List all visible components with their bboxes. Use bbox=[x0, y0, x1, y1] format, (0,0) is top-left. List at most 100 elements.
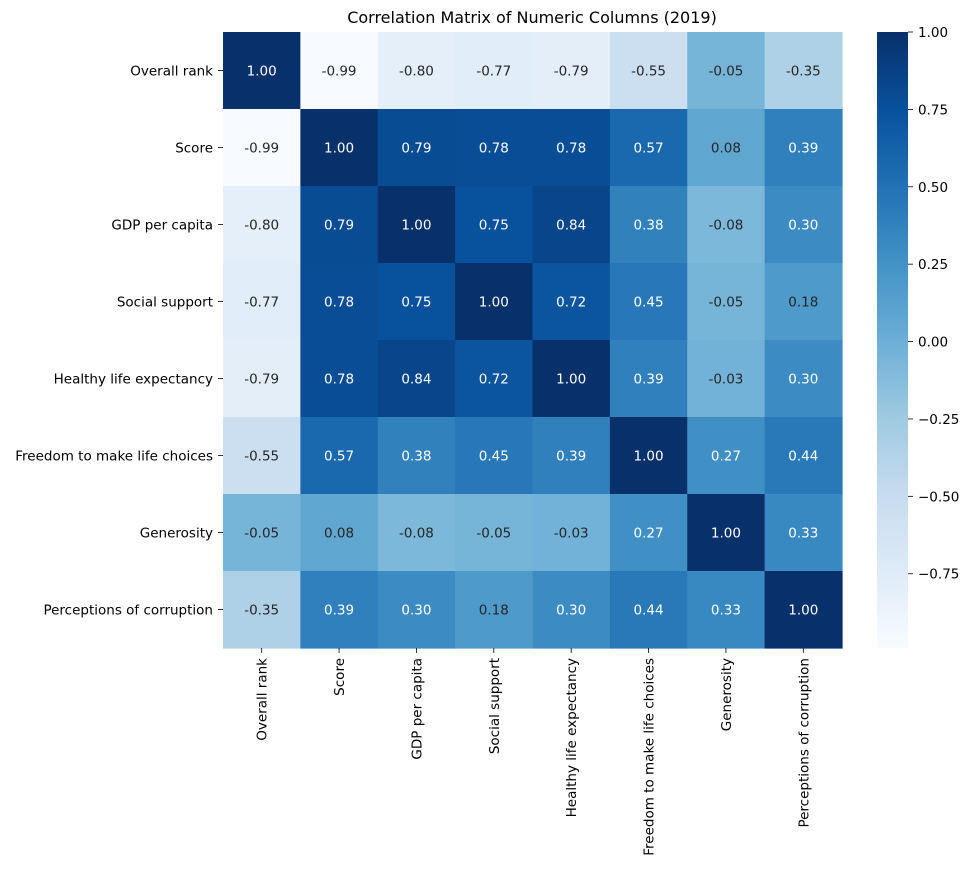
heatmap-cell bbox=[300, 263, 379, 341]
cell-value-label: 0.79 bbox=[324, 218, 354, 234]
heatmap-cell bbox=[223, 109, 301, 187]
heatmap-cell bbox=[532, 186, 611, 264]
heatmap-cell bbox=[687, 417, 766, 495]
cell-value-label: 1.00 bbox=[556, 372, 586, 388]
heatmap-cell bbox=[532, 109, 611, 187]
cell-value-label: 1.00 bbox=[788, 603, 818, 619]
cell-value-label: 0.18 bbox=[479, 603, 509, 619]
x-tick-label: Generosity bbox=[719, 658, 735, 731]
y-tick-label: Generosity bbox=[140, 526, 213, 542]
cell-value-label: 0.30 bbox=[401, 603, 431, 619]
heatmap-cell bbox=[687, 186, 766, 264]
heatmap-cell bbox=[687, 494, 766, 572]
cell-value-label: 1.00 bbox=[634, 449, 664, 465]
heatmap-cell bbox=[223, 340, 301, 418]
cell-value-label: 0.30 bbox=[788, 218, 818, 234]
heatmap-cell bbox=[609, 417, 688, 495]
cell-value-label: -0.99 bbox=[322, 64, 357, 80]
cell-value-label: 0.79 bbox=[401, 141, 431, 157]
colorbar-tick-label: 1.00 bbox=[918, 25, 948, 41]
y-tick-label: GDP per capita bbox=[111, 218, 213, 234]
heatmap-cell bbox=[223, 32, 301, 110]
cell-value-label: -0.03 bbox=[708, 372, 743, 388]
heatmap-cell bbox=[377, 263, 456, 341]
heatmap-cell bbox=[455, 494, 534, 572]
heatmap-cell bbox=[377, 32, 456, 110]
heatmap-cell bbox=[377, 494, 456, 572]
heatmap-cell bbox=[377, 417, 456, 495]
cell-value-label: 0.30 bbox=[556, 603, 586, 619]
y-tick-label: Healthy life expectancy bbox=[54, 372, 213, 388]
heatmap-cell bbox=[377, 571, 456, 649]
cell-value-label: -0.03 bbox=[554, 526, 589, 542]
cell-value-label: 0.30 bbox=[788, 372, 818, 388]
heatmap-cell bbox=[609, 571, 688, 649]
heatmap-cell bbox=[687, 109, 766, 187]
cell-value-label: -0.80 bbox=[244, 218, 279, 234]
cell-value-label: 0.75 bbox=[401, 295, 431, 311]
heatmap-cell bbox=[764, 263, 843, 341]
chart-title: Correlation Matrix of Numeric Columns (2… bbox=[347, 8, 717, 27]
heatmap-cell bbox=[455, 340, 534, 418]
colorbar-tick-label: 0.00 bbox=[918, 335, 948, 351]
heatmap-cell bbox=[532, 494, 611, 572]
heatmap-cell bbox=[300, 186, 379, 264]
heatmap-cell bbox=[300, 32, 379, 110]
heatmap-cell bbox=[455, 186, 534, 264]
heatmap-cell bbox=[455, 417, 534, 495]
cell-value-label: -0.77 bbox=[244, 295, 279, 311]
heatmap-cell bbox=[532, 340, 611, 418]
heatmap-cell bbox=[764, 186, 843, 264]
heatmap-cell bbox=[300, 109, 379, 187]
x-tick-label: Score bbox=[332, 658, 348, 696]
heatmap-cell bbox=[455, 32, 534, 110]
heatmap-cell bbox=[532, 417, 611, 495]
heatmap-cell bbox=[609, 263, 688, 341]
heatmap-cell bbox=[687, 32, 766, 110]
cell-value-label: 0.72 bbox=[479, 372, 509, 388]
cell-value-label: -0.08 bbox=[708, 218, 743, 234]
heatmap-cell bbox=[609, 340, 688, 418]
heatmap-cell bbox=[687, 340, 766, 418]
heatmap-cell bbox=[609, 109, 688, 187]
y-tick-label: Perceptions of corruption bbox=[43, 603, 213, 619]
x-tick-label: Overall rank bbox=[255, 658, 271, 741]
heatmap-cell bbox=[377, 109, 456, 187]
cell-value-label: 0.27 bbox=[634, 526, 664, 542]
cell-value-label: 1.00 bbox=[401, 218, 431, 234]
heatmap-cell bbox=[300, 571, 379, 649]
heatmap-cell bbox=[455, 263, 534, 341]
heatmap-cell bbox=[455, 109, 534, 187]
cell-value-label: 0.78 bbox=[479, 141, 509, 157]
cell-value-label: -0.05 bbox=[476, 526, 511, 542]
x-tick-label: Social support bbox=[487, 658, 503, 754]
y-tick-label: Score bbox=[175, 141, 213, 157]
x-tick-label: GDP per capita bbox=[409, 658, 425, 760]
colorbar: 1.00 0.75 0.50 0.25 0.00 −0.25 −0.50 −0.75 bbox=[877, 25, 959, 648]
cell-value-label: -0.05 bbox=[708, 64, 743, 80]
cell-value-label: -0.08 bbox=[399, 526, 434, 542]
cell-value-label: -0.79 bbox=[554, 64, 589, 80]
cell-value-label: 0.78 bbox=[324, 295, 354, 311]
y-tick-labels: Overall rank Score GDP per capita Social su… bbox=[15, 64, 223, 619]
cell-value-label: -0.55 bbox=[244, 449, 279, 465]
cell-value-label: 0.78 bbox=[324, 372, 354, 388]
heatmap-cell bbox=[223, 417, 301, 495]
cell-value-label: 0.78 bbox=[556, 141, 586, 157]
heatmap-cell bbox=[764, 109, 843, 187]
cell-value-label: 0.84 bbox=[556, 218, 586, 234]
cell-value-label: 0.08 bbox=[711, 141, 741, 157]
heatmap-cell bbox=[609, 186, 688, 264]
cell-value-label: 0.57 bbox=[634, 141, 664, 157]
cell-value-label: 0.75 bbox=[479, 218, 509, 234]
cell-value-label: 1.00 bbox=[479, 295, 509, 311]
heatmap-cell bbox=[532, 32, 611, 110]
heatmap-cell bbox=[764, 571, 843, 649]
cell-value-label: -0.77 bbox=[476, 64, 511, 80]
cell-value-label: 0.08 bbox=[324, 526, 354, 542]
cell-value-label: -0.80 bbox=[399, 64, 434, 80]
cell-value-label: 0.44 bbox=[634, 603, 664, 619]
colorbar-tick-label: −0.25 bbox=[918, 412, 959, 428]
heatmap-cell bbox=[532, 263, 611, 341]
